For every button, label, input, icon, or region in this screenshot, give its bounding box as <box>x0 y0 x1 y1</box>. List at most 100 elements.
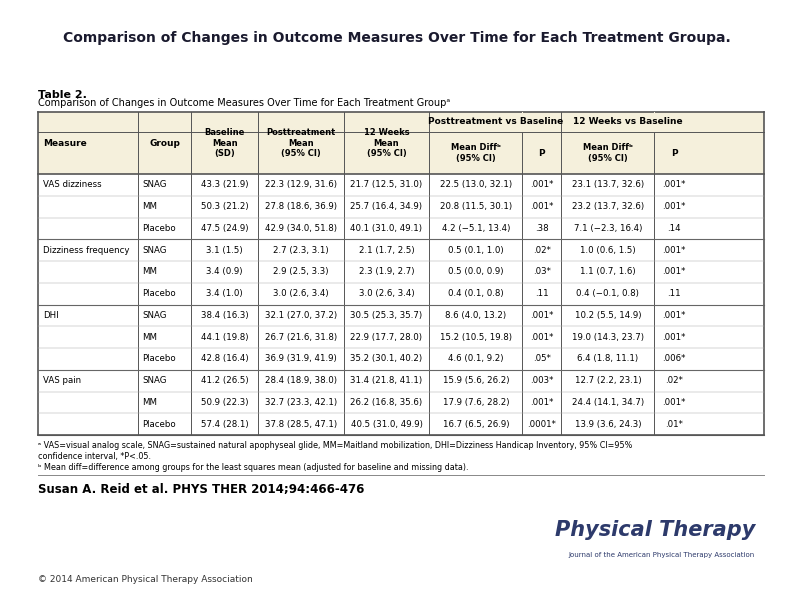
Text: 1.0 (0.6, 1.5): 1.0 (0.6, 1.5) <box>580 246 636 255</box>
Text: 3.0 (2.6, 3.4): 3.0 (2.6, 3.4) <box>273 289 329 298</box>
Text: Placebo: Placebo <box>142 289 175 298</box>
Text: 27.8 (18.6, 36.9): 27.8 (18.6, 36.9) <box>265 202 337 211</box>
Text: SNAG: SNAG <box>142 246 167 255</box>
Text: ᵇ Mean diff=difference among groups for the least squares mean (adjusted for bas: ᵇ Mean diff=difference among groups for … <box>38 463 468 472</box>
Text: 25.7 (16.4, 34.9): 25.7 (16.4, 34.9) <box>350 202 422 211</box>
Text: 32.1 (27.0, 37.2): 32.1 (27.0, 37.2) <box>264 311 337 320</box>
Text: 35.2 (30.1, 40.2): 35.2 (30.1, 40.2) <box>350 355 422 364</box>
Text: .001*: .001* <box>530 398 553 407</box>
Text: 21.7 (12.5, 31.0): 21.7 (12.5, 31.0) <box>350 180 422 189</box>
Text: 12 Weeks vs Baseline: 12 Weeks vs Baseline <box>572 117 682 127</box>
Text: confidence interval, *P<.05.: confidence interval, *P<.05. <box>38 452 151 461</box>
Text: MM: MM <box>142 333 157 342</box>
Bar <box>653 112 655 132</box>
Text: MM: MM <box>142 267 157 276</box>
Text: 31.4 (21.8, 41.1): 31.4 (21.8, 41.1) <box>350 376 422 385</box>
Text: 2.7 (2.3, 3.1): 2.7 (2.3, 3.1) <box>273 246 329 255</box>
Text: P: P <box>538 149 545 158</box>
Text: 2.9 (2.5, 3.3): 2.9 (2.5, 3.3) <box>273 267 329 276</box>
Text: 26.7 (21.6, 31.8): 26.7 (21.6, 31.8) <box>264 333 337 342</box>
Text: 15.2 (10.5, 19.8): 15.2 (10.5, 19.8) <box>440 333 512 342</box>
Text: 37.8 (28.5, 47.1): 37.8 (28.5, 47.1) <box>264 419 337 428</box>
Text: .001*: .001* <box>662 311 686 320</box>
Text: .05*: .05* <box>533 355 551 364</box>
Text: 3.1 (1.5): 3.1 (1.5) <box>206 246 243 255</box>
Text: 22.3 (12.9, 31.6): 22.3 (12.9, 31.6) <box>265 180 337 189</box>
Text: DHI: DHI <box>43 311 59 320</box>
Text: SNAG: SNAG <box>142 376 167 385</box>
Text: Placebo: Placebo <box>142 419 175 428</box>
Text: 44.1 (19.8): 44.1 (19.8) <box>201 333 249 342</box>
Text: .01*: .01* <box>665 419 683 428</box>
Text: .001*: .001* <box>530 333 553 342</box>
Text: 10.2 (5.5, 14.9): 10.2 (5.5, 14.9) <box>575 311 642 320</box>
Text: 42.8 (16.4): 42.8 (16.4) <box>201 355 249 364</box>
Text: 3.4 (0.9): 3.4 (0.9) <box>206 267 243 276</box>
Text: Table 2.: Table 2. <box>38 90 87 100</box>
Text: 2.3 (1.9, 2.7): 2.3 (1.9, 2.7) <box>359 267 414 276</box>
Text: 3.4 (1.0): 3.4 (1.0) <box>206 289 243 298</box>
Text: MM: MM <box>142 202 157 211</box>
Text: .001*: .001* <box>662 333 686 342</box>
Text: © 2014 American Physical Therapy Association: © 2014 American Physical Therapy Associa… <box>38 575 252 584</box>
Text: .001*: .001* <box>662 246 686 255</box>
Text: Mean Diffᵇ
(95% CI): Mean Diffᵇ (95% CI) <box>583 143 633 162</box>
Text: Comparison of Changes in Outcome Measures Over Time for Each Treatment Groupa.: Comparison of Changes in Outcome Measure… <box>64 31 730 45</box>
Text: .03*: .03* <box>533 267 551 276</box>
Text: Journal of the American Physical Therapy Association: Journal of the American Physical Therapy… <box>569 552 755 558</box>
Text: Measure: Measure <box>43 139 87 148</box>
Text: 24.4 (14.1, 34.7): 24.4 (14.1, 34.7) <box>572 398 644 407</box>
Text: SNAG: SNAG <box>142 180 167 189</box>
Text: 40.1 (31.0, 49.1): 40.1 (31.0, 49.1) <box>350 224 422 233</box>
Text: 30.5 (25.3, 35.7): 30.5 (25.3, 35.7) <box>350 311 422 320</box>
Text: 19.0 (14.3, 23.7): 19.0 (14.3, 23.7) <box>572 333 644 342</box>
Text: 12 Weeks
Mean
(95% CI): 12 Weeks Mean (95% CI) <box>364 128 409 158</box>
Text: 36.9 (31.9, 41.9): 36.9 (31.9, 41.9) <box>265 355 337 364</box>
Text: Physical Therapy: Physical Therapy <box>555 520 755 540</box>
Text: 7.1 (−2.3, 16.4): 7.1 (−2.3, 16.4) <box>574 224 642 233</box>
Bar <box>38 112 764 174</box>
Text: Baseline
Mean
(SD): Baseline Mean (SD) <box>204 128 245 158</box>
Text: .001*: .001* <box>530 202 553 211</box>
Text: 0.4 (−0.1, 0.8): 0.4 (−0.1, 0.8) <box>576 289 639 298</box>
Text: 50.9 (22.3): 50.9 (22.3) <box>201 398 249 407</box>
Text: 57.4 (28.1): 57.4 (28.1) <box>201 419 249 428</box>
Text: 22.9 (17.7, 28.0): 22.9 (17.7, 28.0) <box>350 333 422 342</box>
Text: .11: .11 <box>667 289 680 298</box>
Text: ᵃ VAS=visual analog scale, SNAG=sustained natural apophyseal glide, MM=Maitland : ᵃ VAS=visual analog scale, SNAG=sustaine… <box>38 441 632 450</box>
Text: Group: Group <box>149 139 180 148</box>
Text: 8.6 (4.0, 13.2): 8.6 (4.0, 13.2) <box>445 311 507 320</box>
Text: .001*: .001* <box>530 180 553 189</box>
Text: 23.2 (13.7, 32.6): 23.2 (13.7, 32.6) <box>572 202 644 211</box>
Text: 2.1 (1.7, 2.5): 2.1 (1.7, 2.5) <box>359 246 414 255</box>
Text: 38.4 (16.3): 38.4 (16.3) <box>201 311 249 320</box>
Text: 28.4 (18.9, 38.0): 28.4 (18.9, 38.0) <box>265 376 337 385</box>
Text: Dizziness frequency: Dizziness frequency <box>43 246 129 255</box>
Text: Mean Diffᵇ
(95% CI): Mean Diffᵇ (95% CI) <box>451 143 501 162</box>
Text: SNAG: SNAG <box>142 311 167 320</box>
Text: 0.4 (0.1, 0.8): 0.4 (0.1, 0.8) <box>448 289 503 298</box>
Text: 47.5 (24.9): 47.5 (24.9) <box>201 224 249 233</box>
Text: 0.5 (0.0, 0.9): 0.5 (0.0, 0.9) <box>448 267 503 276</box>
Text: Posttreatment
Mean
(95% CI): Posttreatment Mean (95% CI) <box>266 128 335 158</box>
Text: 17.9 (7.6, 28.2): 17.9 (7.6, 28.2) <box>442 398 509 407</box>
Text: 3.0 (2.6, 3.4): 3.0 (2.6, 3.4) <box>359 289 414 298</box>
Text: VAS pain: VAS pain <box>43 376 81 385</box>
Text: .38: .38 <box>535 224 549 233</box>
Text: Placebo: Placebo <box>142 224 175 233</box>
Text: 22.5 (13.0, 32.1): 22.5 (13.0, 32.1) <box>440 180 512 189</box>
Text: .02*: .02* <box>533 246 551 255</box>
Text: .001*: .001* <box>662 180 686 189</box>
Text: .001*: .001* <box>530 311 553 320</box>
Text: 4.6 (0.1, 9.2): 4.6 (0.1, 9.2) <box>448 355 503 364</box>
Text: .02*: .02* <box>665 376 683 385</box>
Text: 6.4 (1.8, 11.1): 6.4 (1.8, 11.1) <box>577 355 638 364</box>
Text: .006*: .006* <box>662 355 686 364</box>
Text: MM: MM <box>142 398 157 407</box>
Text: Comparison of Changes in Outcome Measures Over Time for Each Treatment Groupᵃ: Comparison of Changes in Outcome Measure… <box>38 98 450 108</box>
Text: .0001*: .0001* <box>527 419 557 428</box>
Text: 12.7 (2.2, 23.1): 12.7 (2.2, 23.1) <box>575 376 642 385</box>
Text: 42.9 (34.0, 51.8): 42.9 (34.0, 51.8) <box>265 224 337 233</box>
Text: 41.2 (26.5): 41.2 (26.5) <box>201 376 249 385</box>
Text: .001*: .001* <box>662 202 686 211</box>
